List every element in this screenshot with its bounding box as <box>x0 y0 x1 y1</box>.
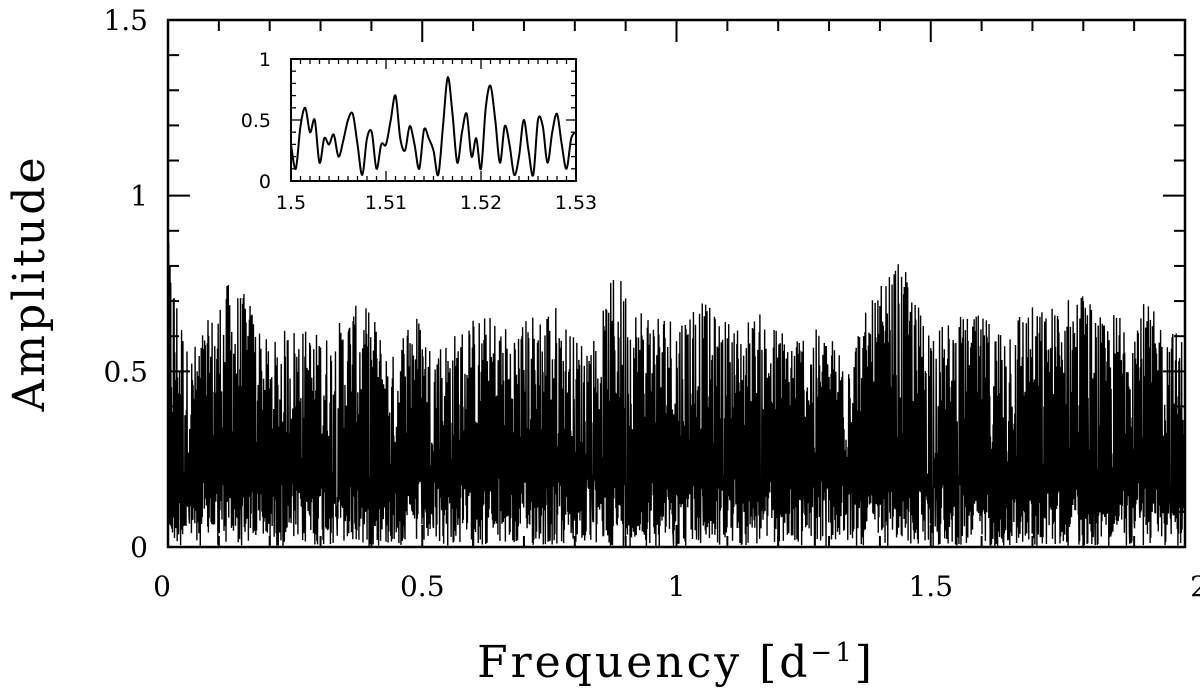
inset-y-tick-label: 0.5 <box>241 110 271 132</box>
inset-x-tick-label: 1.52 <box>460 192 502 214</box>
inset-x-tick-label: 1.5 <box>276 192 306 214</box>
inset-y-tick-label: 1 <box>259 49 271 71</box>
main-x-tick-labels: 0 0.5 1 1.5 2 <box>153 570 1200 603</box>
inset-x-tick-label: 1.53 <box>555 192 597 214</box>
y-tick-label: 0 <box>130 531 148 564</box>
y-tick-label: 1.5 <box>103 4 148 37</box>
main-plot: 0 0.5 1 1.5 2 00.511.5 <box>103 4 1200 603</box>
y-tick-label: 1 <box>130 180 148 213</box>
x-tick-label: 0.5 <box>400 570 445 603</box>
inset-plot-frame <box>290 58 577 182</box>
inset-y-tick-labels: 00.51 <box>241 49 271 193</box>
main-amplitude-spectrum <box>167 242 1187 547</box>
x-tick-label: 1.5 <box>908 570 953 603</box>
x-tick-label: 1 <box>668 570 686 603</box>
inset-amplitude-spectrum <box>290 76 577 177</box>
main-plot-frame <box>166 18 1187 549</box>
x-tick-label: 2 <box>1190 570 1200 603</box>
inset-y-tick-label: 0 <box>259 171 271 193</box>
main-axis-ticks <box>167 19 1186 548</box>
y-axis-title: Amplitude <box>4 154 55 412</box>
y-tick-label: 0.5 <box>103 355 148 388</box>
inset-plot: 1.5 1.51 1.52 1.53 00.51 <box>241 49 597 214</box>
inset-x-tick-label: 1.51 <box>365 192 407 214</box>
x-tick-label: 0 <box>153 570 171 603</box>
inset-x-tick-labels: 1.5 1.51 1.52 1.53 <box>276 192 597 214</box>
x-axis-title: Frequency [d−1] <box>477 637 875 688</box>
main-y-tick-labels: 0 0.5 1 1.5 <box>103 4 148 564</box>
inset-background <box>291 59 576 181</box>
